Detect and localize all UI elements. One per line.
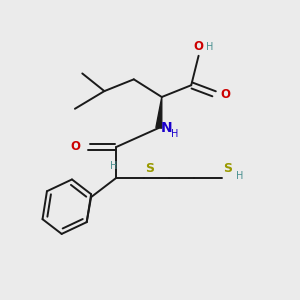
Text: O: O [193,40,203,53]
Text: H: H [110,160,118,171]
Text: H: H [206,42,213,52]
Text: S: S [146,162,154,175]
Text: N: N [160,121,172,135]
Polygon shape [156,97,162,128]
Text: H: H [236,172,244,182]
Text: H: H [171,129,178,140]
Text: O: O [220,88,230,101]
Text: S: S [224,162,232,175]
Text: O: O [71,140,81,153]
